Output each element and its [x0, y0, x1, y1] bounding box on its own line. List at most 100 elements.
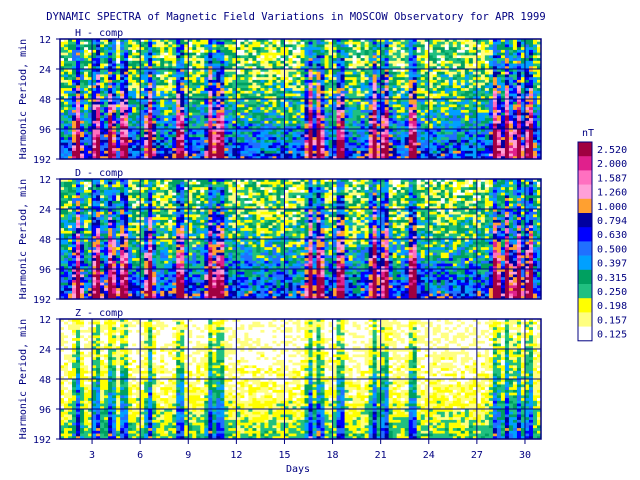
spectrum-cell [472, 137, 478, 141]
spectrum-cell [140, 58, 145, 62]
spectrum-cell [60, 115, 65, 119]
spectrum-cell [156, 134, 161, 138]
spectrum-cell [308, 71, 313, 75]
spectrum-cell [420, 134, 426, 138]
spectrum-cell [364, 85, 370, 89]
spectrum-cell [356, 71, 362, 75]
spectrum-cell [68, 129, 73, 133]
spectrum-cell [448, 85, 454, 89]
spectrum-cell [136, 153, 141, 157]
spectrum-cell [284, 77, 289, 81]
spectrum-cell [328, 47, 333, 51]
spectrum-cell [436, 88, 442, 92]
spectrum-cell [240, 99, 245, 103]
spectrum-cell [240, 101, 245, 105]
spectrum-cell [412, 145, 418, 149]
spectrum-cell [268, 101, 273, 105]
spectrum-cell [380, 71, 386, 75]
spectrum-cell [336, 134, 341, 138]
spectrum-cell [96, 74, 101, 78]
spectrum-cell [388, 60, 394, 64]
spectrum-cell [480, 69, 486, 73]
spectrum-cell [160, 137, 165, 141]
spectrum-cell [304, 126, 309, 130]
spectrum-cell [344, 126, 349, 130]
spectrum-cell [296, 112, 301, 116]
spectrum-cell [476, 123, 482, 127]
spectrum-cell [96, 131, 101, 135]
spectrum-cell [60, 142, 65, 146]
spectrum-cell [136, 52, 141, 56]
spectrum-cell [364, 99, 370, 103]
spectrum-cell [376, 126, 382, 130]
spectrum-cell [372, 60, 378, 64]
spectrum-cell [132, 101, 137, 105]
spectrum-cell [296, 49, 301, 54]
spectrum-cell [196, 131, 201, 135]
spectrum-cell [272, 55, 277, 59]
spectrum-cell [356, 156, 362, 160]
spectrum-cell [348, 47, 354, 51]
spectrum-cell [468, 142, 474, 146]
spectrum-cell [380, 153, 386, 157]
spectrum-cell [436, 79, 442, 84]
spectrum-cell [396, 156, 402, 160]
spectrum-cell [500, 41, 506, 45]
spectrum-cell [268, 104, 273, 108]
spectrum-cell [168, 118, 173, 122]
spectrum-cell [508, 39, 514, 43]
spectrum-cell [228, 60, 233, 64]
spectrum-cell [216, 145, 221, 149]
spectrum-cell [320, 47, 325, 51]
spectrum-cell [464, 49, 470, 54]
spectrum-cell [292, 137, 297, 141]
spectrum-cell [88, 145, 93, 149]
spectrum-cell [436, 145, 442, 149]
spectrum-cell [120, 134, 125, 138]
spectrum-cell [296, 55, 301, 59]
spectrum-cell [248, 77, 253, 81]
spectrum-cell [192, 120, 197, 124]
spectrum-cell [336, 137, 341, 141]
spectrum-cell [112, 96, 117, 100]
spectrum-cell [308, 153, 313, 157]
spectrum-cell [196, 90, 201, 94]
spectrum-cell [432, 47, 438, 51]
spectrum-cell [480, 63, 486, 67]
spectrum-cell [264, 90, 269, 94]
spectrum-cell [292, 49, 297, 54]
spectrum-cell [320, 55, 325, 59]
spectrum-cell [480, 82, 486, 86]
spectrum-cell [340, 52, 345, 56]
spectrum-cell [448, 112, 454, 116]
spectrum-cell [64, 104, 69, 108]
spectrum-cell [68, 123, 73, 127]
spectrum-cell [64, 139, 69, 144]
spectrum-cell [444, 150, 450, 154]
spectrum-cell [312, 55, 317, 59]
spectrum-cell [400, 134, 406, 138]
spectrum-cell [352, 131, 358, 135]
spectrum-cell [268, 148, 273, 152]
spectrum-cell [268, 58, 273, 62]
spectrum-cell [472, 63, 478, 67]
spectrum-cell [216, 139, 221, 144]
spectrum-cell [112, 112, 117, 116]
spectrum-cell [392, 88, 398, 92]
spectrum-cell [508, 88, 514, 92]
spectrum-cell [116, 101, 121, 105]
spectrum-cell [328, 131, 333, 135]
spectrum-cell [168, 93, 173, 97]
spectrum-cell [432, 74, 438, 78]
spectrum-cell [148, 82, 153, 86]
spectrum-cell [188, 41, 193, 45]
spectrum-cell [400, 126, 406, 130]
spectrum-cell [356, 129, 362, 133]
spectrum-cell [276, 44, 281, 48]
spectrum-cell [472, 120, 478, 124]
spectrum-cell [136, 156, 141, 160]
spectrum-cell [176, 44, 181, 48]
spectrum-cell [64, 134, 69, 138]
spectrum-cell [324, 55, 329, 59]
spectrum-cell [508, 52, 514, 56]
